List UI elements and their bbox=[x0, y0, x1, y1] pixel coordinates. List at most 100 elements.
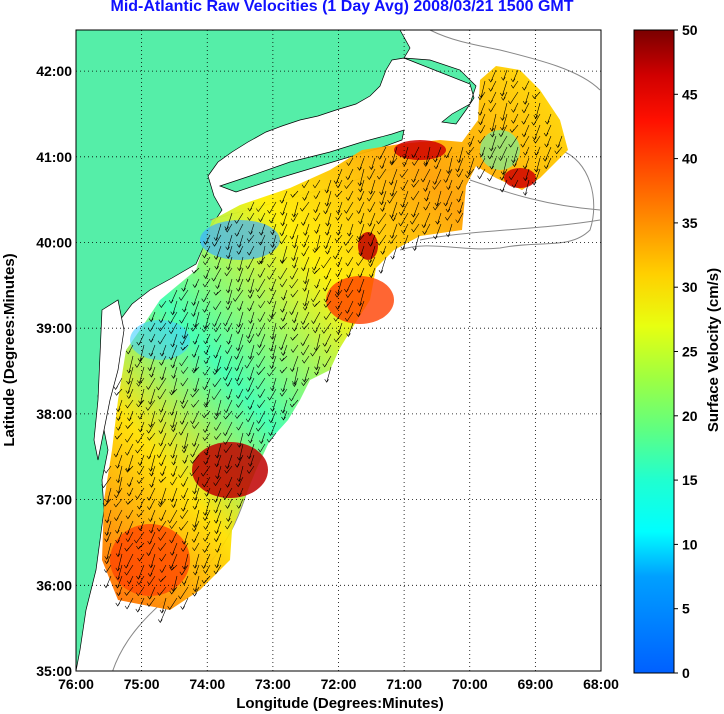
velocity-arrow bbox=[245, 377, 255, 393]
velocity-arrow bbox=[213, 498, 222, 514]
velocity-arrow bbox=[202, 531, 211, 542]
velocity-arrow bbox=[346, 157, 354, 167]
velocity-arrow bbox=[158, 542, 167, 552]
velocity-arrow bbox=[115, 520, 123, 534]
velocity-arrow bbox=[291, 256, 299, 269]
velocity-arrow bbox=[345, 289, 354, 298]
velocity-arrow bbox=[148, 344, 156, 357]
velocity-arrow bbox=[223, 366, 233, 381]
velocity-arrow bbox=[224, 267, 233, 277]
velocity-arrow bbox=[157, 498, 167, 508]
velocity-arrow bbox=[202, 432, 211, 442]
velocity-arrow bbox=[292, 377, 299, 388]
velocity-arrow bbox=[213, 432, 222, 440]
velocity-arrow bbox=[257, 333, 266, 349]
velocity-arrow bbox=[344, 201, 354, 214]
velocity-arrow bbox=[213, 223, 222, 242]
velocity-arrow bbox=[158, 608, 167, 624]
velocity-arrow bbox=[508, 168, 519, 181]
velocity-arrow bbox=[312, 322, 321, 334]
velocity-arrow bbox=[270, 322, 277, 340]
velocity-arrow bbox=[225, 377, 233, 387]
velocity-arrow bbox=[136, 575, 145, 586]
velocity-arrow bbox=[169, 586, 178, 595]
velocity-arrow bbox=[292, 234, 299, 249]
velocity-arrow bbox=[113, 498, 123, 508]
velocity-arrow bbox=[138, 421, 145, 433]
velocity-arrow bbox=[104, 531, 112, 543]
velocity-arrow bbox=[211, 388, 222, 401]
colorbar-tick-label: 15 bbox=[682, 472, 698, 488]
velocity-arrow bbox=[247, 278, 255, 294]
velocity-arrow bbox=[321, 322, 332, 334]
velocity-arrow bbox=[357, 157, 365, 171]
velocity-arrow bbox=[192, 377, 200, 393]
velocity-arrow bbox=[246, 245, 255, 256]
velocity-arrow bbox=[267, 289, 277, 305]
velocity-arrow bbox=[334, 289, 343, 298]
velocity-arrow bbox=[335, 201, 343, 215]
colorbar bbox=[633, 29, 675, 674]
velocity-arrow bbox=[402, 146, 409, 160]
velocity-arrow bbox=[545, 113, 552, 125]
velocity-arrow bbox=[179, 355, 189, 367]
velocity-arrow bbox=[113, 377, 123, 390]
velocity-arrow bbox=[213, 300, 222, 311]
velocity-arrow bbox=[423, 201, 431, 211]
velocity-arrow bbox=[204, 443, 211, 456]
velocity-arrow bbox=[202, 509, 211, 522]
velocity-arrow bbox=[400, 190, 409, 208]
velocity-arrow bbox=[158, 322, 167, 332]
velocity-arrow bbox=[323, 289, 332, 303]
velocity-arrow bbox=[192, 333, 200, 345]
y-axis-label: Latitude (Degrees:Minutes) bbox=[1, 253, 18, 446]
velocity-arrow bbox=[367, 201, 376, 213]
velocity-arrow bbox=[534, 157, 541, 173]
colorbar-tick-label: 20 bbox=[682, 408, 698, 424]
velocity-arrow bbox=[148, 454, 156, 472]
velocity-arrow bbox=[266, 432, 277, 443]
velocity-arrow bbox=[390, 245, 398, 260]
y-tick-label: 37:00 bbox=[36, 492, 72, 508]
velocity-arrow bbox=[124, 443, 134, 456]
velocity-arrow bbox=[237, 443, 244, 461]
velocity-arrow bbox=[456, 146, 464, 164]
velocity-arrow bbox=[247, 454, 255, 467]
velocity-arrow bbox=[212, 234, 222, 247]
velocity-arrow bbox=[432, 168, 442, 185]
velocity-arrow bbox=[114, 509, 123, 522]
velocity-arrow bbox=[225, 454, 233, 470]
x-tick-label: 73:00 bbox=[255, 676, 291, 692]
velocity-arrow bbox=[302, 300, 310, 311]
velocity-arrow bbox=[368, 179, 376, 195]
velocity-arrow bbox=[258, 300, 266, 309]
velocity-arrow bbox=[457, 201, 464, 214]
chesapeake-shore bbox=[93, 299, 125, 461]
velocity-arrow bbox=[500, 113, 508, 131]
velocity-arrow bbox=[312, 245, 321, 253]
velocity-arrow bbox=[500, 102, 508, 121]
velocity-arrow bbox=[179, 564, 189, 576]
velocity-arrow bbox=[158, 476, 167, 483]
velocity-arrow bbox=[522, 179, 530, 196]
velocity-arrow bbox=[256, 344, 266, 356]
velocity-arrow bbox=[247, 300, 255, 312]
velocity-arrow bbox=[301, 355, 310, 364]
velocity-arrow bbox=[345, 256, 354, 267]
velocity-arrow bbox=[398, 212, 409, 227]
velocity-arrow bbox=[226, 509, 233, 522]
velocity-arrow bbox=[192, 586, 200, 597]
velocity-arrow bbox=[356, 300, 365, 318]
velocity-arrow bbox=[333, 333, 343, 343]
velocity-arrow bbox=[224, 212, 233, 231]
velocity-arrow bbox=[268, 333, 277, 352]
velocity-arrow bbox=[324, 344, 332, 354]
velocity-arrow bbox=[477, 168, 486, 180]
velocity-hotspots bbox=[110, 130, 536, 596]
velocity-arrow bbox=[212, 377, 222, 388]
velocity-arrow bbox=[443, 190, 453, 207]
velocity-arrow bbox=[222, 487, 233, 500]
velocity-arrow bbox=[146, 542, 156, 557]
velocity-arrow bbox=[335, 300, 343, 310]
